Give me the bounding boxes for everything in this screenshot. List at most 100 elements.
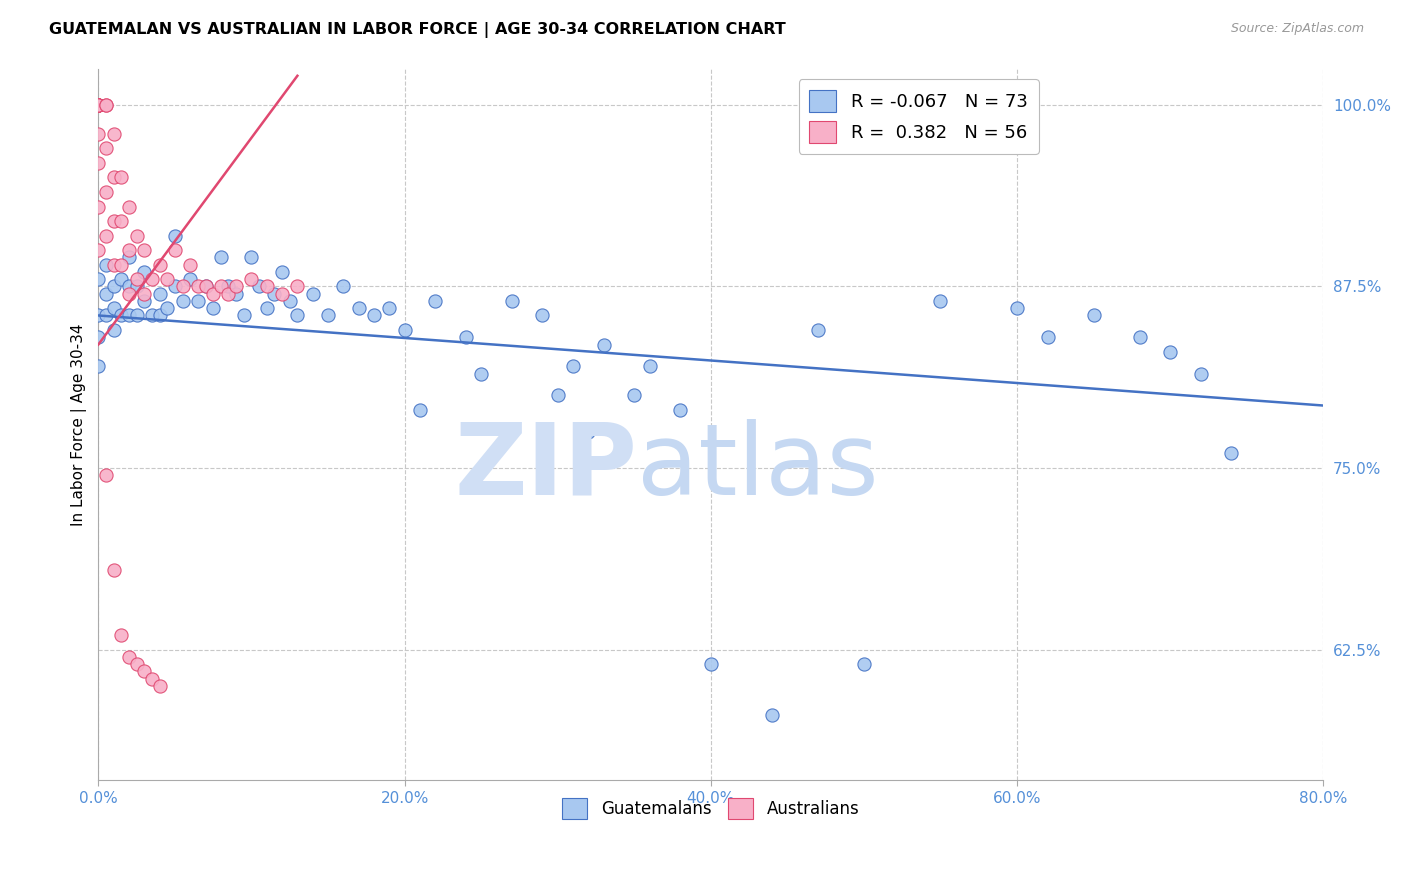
Point [271,286,294,301]
Point [225,286,247,301]
Point [172,279,194,293]
Point [103,279,125,293]
Point [316,309,339,323]
Point [87,127,110,141]
Point [118,649,141,664]
Point [187,279,209,293]
Point [87,98,110,112]
Point [409,403,432,417]
Point [141,672,163,686]
Point [118,243,141,257]
Point [134,293,156,308]
Point [118,309,141,323]
Point [156,272,179,286]
Point [347,301,370,316]
Point [378,301,401,316]
Point [425,293,447,308]
Point [87,98,110,112]
Point [149,309,172,323]
Point [1036,330,1059,344]
Point [118,251,141,265]
Point [87,156,110,170]
Point [94,309,117,323]
Text: ZIP: ZIP [454,418,637,516]
Point [163,228,186,243]
Y-axis label: In Labor Force | Age 30-34: In Labor Force | Age 30-34 [72,323,87,525]
Point [87,330,110,344]
Point [278,293,301,308]
Point [87,98,110,112]
Point [94,185,117,199]
Point [271,265,294,279]
Point [501,293,523,308]
Point [240,251,263,265]
Point [94,98,117,112]
Point [110,170,132,185]
Point [470,367,492,381]
Point [87,98,110,112]
Point [700,657,723,671]
Legend: Guatemalans, Australians: Guatemalans, Australians [555,792,866,825]
Point [929,293,952,308]
Point [232,309,254,323]
Point [110,258,132,272]
Point [134,286,156,301]
Point [332,279,354,293]
Point [94,286,117,301]
Point [576,425,599,439]
Point [202,301,225,316]
Point [134,665,156,679]
Point [1159,344,1181,359]
Point [103,258,125,272]
Point [87,359,110,374]
Point [110,214,132,228]
Point [94,98,117,112]
Point [669,403,692,417]
Point [94,468,117,483]
Point [287,279,309,293]
Point [394,323,416,337]
Point [1083,309,1105,323]
Point [172,293,194,308]
Point [1128,330,1150,344]
Point [87,98,110,112]
Point [94,228,117,243]
Point [125,657,148,671]
Point [187,293,209,308]
Point [209,251,232,265]
Point [247,279,270,293]
Text: atlas: atlas [637,418,879,516]
Point [179,272,201,286]
Point [287,309,309,323]
Point [87,200,110,214]
Text: Source: ZipAtlas.com: Source: ZipAtlas.com [1230,22,1364,36]
Point [1189,367,1212,381]
Point [156,301,179,316]
Point [134,265,156,279]
Point [1005,301,1028,316]
Point [87,98,110,112]
Point [807,323,830,337]
Point [225,279,247,293]
Point [547,388,569,402]
Point [179,258,201,272]
Point [141,272,163,286]
Point [103,323,125,337]
Point [87,243,110,257]
Point [149,679,172,693]
Point [623,388,645,402]
Point [240,272,263,286]
Point [761,707,783,722]
Point [87,98,110,112]
Point [103,563,125,577]
Point [256,301,278,316]
Point [194,279,217,293]
Point [149,286,172,301]
Point [125,272,148,286]
Point [592,337,614,351]
Point [301,286,323,301]
Point [118,200,141,214]
Point [454,330,477,344]
Point [125,309,148,323]
Point [94,141,117,155]
